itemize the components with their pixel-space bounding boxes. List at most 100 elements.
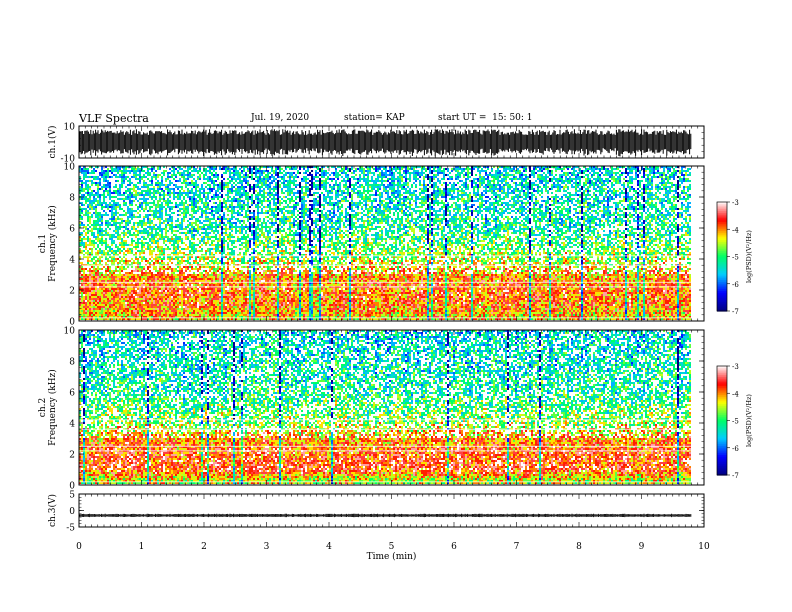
ch2-spec-cells	[85, 450, 689, 452]
ch1-spec-colorbar-step	[717, 278, 727, 281]
ch2-spec-cells	[207, 444, 209, 446]
ch1-spec-cells	[581, 256, 583, 258]
ch2-spec-colorbar-step	[717, 462, 727, 465]
ch2-spec-cells	[83, 354, 85, 356]
ch2-spec-colorbar-step	[717, 402, 727, 405]
ch2-spec-cells	[87, 376, 579, 378]
ch1-spec-cells	[91, 278, 691, 280]
ch1-spec-cells	[427, 238, 429, 240]
ch2-spec-cells	[81, 438, 663, 440]
ch1-spec-cells	[91, 272, 633, 274]
ch2-spec-cells	[85, 476, 691, 478]
ch1-spec-cells	[99, 180, 681, 182]
ch2-spec-cells	[79, 460, 665, 462]
ch1-spec-cells	[529, 284, 531, 286]
ch2-spec-colorbar-step	[717, 451, 727, 454]
ch2-spec-cells	[79, 470, 685, 472]
ch1-spec-cells	[85, 296, 691, 298]
ch2-spec-cells	[331, 334, 333, 336]
ch1-spec-colorbar-step	[717, 212, 727, 216]
ch1-spec-cells	[111, 236, 677, 238]
ch1-spec-cells	[91, 172, 675, 174]
ch2-spec-cells	[95, 360, 677, 362]
ch1-spec-colorbar-step	[717, 294, 727, 298]
ch2-spec-colorbar-step	[717, 384, 727, 387]
ch2-spec-colorbar-step	[717, 371, 727, 374]
ch1-spec-cells	[101, 302, 689, 304]
ch2-spec-cells	[85, 472, 683, 474]
ch2-spec-cells	[177, 448, 515, 450]
ch2-spec-cells	[201, 460, 203, 462]
ch2-spec-cells	[115, 430, 671, 432]
time-tick-label: 0	[76, 542, 82, 552]
ch1-spec-cells	[307, 220, 309, 222]
ch1-spec-cells	[101, 214, 689, 216]
ch1-spec-colorbar-step	[717, 232, 727, 236]
ch2-spec-cells	[105, 446, 689, 448]
time-tick-label: 3	[264, 542, 270, 552]
ch2-spec-cells	[159, 380, 161, 382]
ch2-spec-cells	[447, 460, 449, 462]
ch2-spec-cells	[677, 356, 679, 358]
ch1-spec-cells	[85, 202, 649, 204]
ch2-spec-cells	[89, 462, 659, 464]
ch1-spec-cells	[249, 290, 551, 292]
ch2-spec-cells	[105, 476, 671, 478]
ch1-spec-cells	[97, 178, 653, 180]
ch2-spec-cells	[539, 344, 541, 346]
time-tick-label: 4	[326, 542, 332, 552]
ch1-spec-colorbar-step	[717, 258, 727, 261]
ch1-spec-cells	[83, 230, 689, 232]
ch1-spec-colorbar-step	[717, 285, 727, 288]
ch1-spec-cells	[101, 232, 661, 234]
ch1-spec-cells	[85, 198, 685, 200]
ch2-spec-cells	[241, 436, 243, 438]
ch1-spec-cells	[445, 182, 447, 184]
ch1-spec-colorbar-step	[717, 214, 727, 218]
ch2-spec-colorbar-step	[717, 473, 727, 476]
ch1-spec-cells	[79, 282, 681, 284]
ch1-spec-colorbar-step	[717, 225, 727, 229]
ch1-spec-cells	[549, 216, 679, 218]
ch2-spec-cells	[113, 462, 691, 464]
ch2-spec-cells	[233, 414, 235, 416]
ch1-spec-cells	[93, 284, 689, 286]
ch1-spec-cells	[677, 242, 679, 244]
ch1-spec-cells	[83, 310, 681, 312]
ch1-spec-cells	[529, 202, 531, 204]
ch2-spec-cells	[97, 422, 681, 424]
ch2-spec-cells	[79, 362, 691, 364]
ch1-spec-cells	[83, 214, 677, 216]
ch2-spec-cells	[131, 420, 691, 422]
ch1-spec-cells	[189, 312, 685, 314]
ch2-spec-cells	[121, 412, 659, 414]
ch2-spec-cells	[99, 360, 661, 362]
ch2-spec-cells	[143, 426, 587, 428]
ch2-spec-cells	[85, 382, 661, 384]
ch1-spec-cells	[83, 268, 691, 270]
ch2-spec-colorbar-step	[717, 438, 727, 442]
ch1-spec-cells	[101, 172, 683, 174]
ch2-spec-cells	[507, 434, 509, 436]
ch1-spec-cells	[221, 176, 679, 178]
ch2-spec-cells	[101, 470, 687, 472]
ch1-spec-cells	[89, 294, 687, 296]
ch2-spec-cells	[233, 388, 235, 390]
ch1-spec-cells	[223, 178, 685, 180]
ch1-spec-cells	[109, 238, 671, 240]
ch1-spec-cells	[445, 248, 447, 250]
ch2-spec-colorbar-step	[717, 471, 727, 474]
ch2-spec-cells	[83, 340, 679, 342]
ch1-spec-cells	[677, 214, 679, 216]
ch1-spec-cells	[119, 290, 687, 292]
ch2-spec-cells	[113, 380, 669, 382]
ch1-spec-cells	[349, 252, 447, 254]
ch2-spec-cells	[121, 334, 675, 336]
ch2-spec-cells	[103, 482, 665, 484]
ch1-spec-cells	[117, 310, 691, 312]
ch1-spec-colorbar-step	[717, 260, 727, 263]
ch1-spec-cells	[117, 246, 667, 248]
ch1-spec-cells	[99, 218, 669, 220]
ch1-spec-cells	[99, 234, 691, 236]
ch1-spec-colorbar-step	[717, 238, 727, 241]
